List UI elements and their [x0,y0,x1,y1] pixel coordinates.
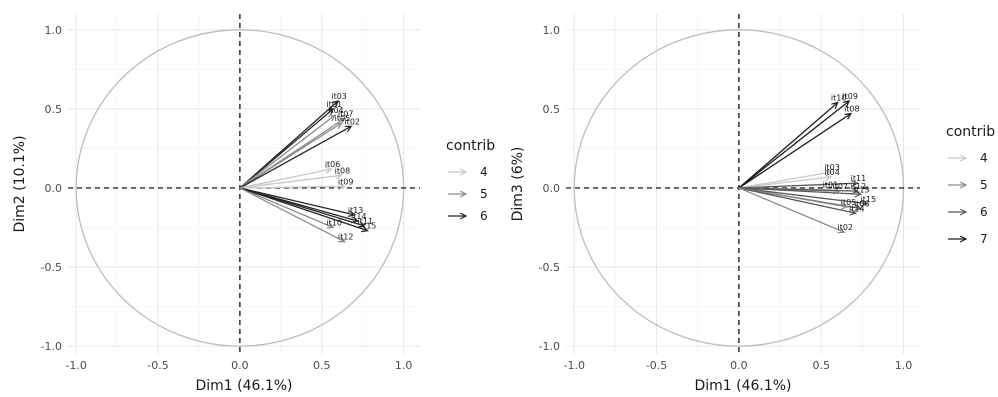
variable-label-it14: it14 [849,204,865,213]
variable-arrow-it02 [239,126,351,189]
legend-label-4: 4 [980,151,988,165]
variable-label-it04: it04 [328,106,344,115]
variable-label-it14: it14 [351,212,367,221]
y-tick-label: 0.0 [45,182,63,195]
variable-label-it12: it12 [338,233,354,242]
variable-arrow-it10 [239,187,333,228]
variable-arrow-it09 [738,101,849,189]
variable-label-it09: it09 [338,177,354,186]
variable-arrow-it13 [239,187,355,215]
variable-label-it06: it06 [325,160,341,169]
x-tick-label: 0.0 [231,359,249,372]
variable-label-it01: it01 [823,181,839,190]
variable-label-it07: it07 [833,182,849,191]
legend-label-4: 4 [480,165,488,179]
variable-label-it01: it01 [326,100,342,109]
panel-1: -1.0-1.0 -0.5 -0.5 0.0 0.0 0.5 0.5 1.0 1.0 Dim1 (… [12,14,495,394]
legend-title: contrib [946,124,995,140]
legend-label-5: 5 [980,178,988,192]
variable-label-it11: it11 [358,217,374,226]
variable-arrow-it05 [738,187,848,207]
variable-arrow-it08 [239,175,342,189]
y-axis-title: Dim3 (6%) [510,147,526,222]
variable-label-it13: it13 [348,206,364,215]
x-tick-label: 0.0 [730,359,748,372]
y-tick-label: 1.0 [543,24,561,37]
x-tick-label: -1.0 [65,359,86,372]
legend-label-7: 7 [980,232,988,246]
variable-label-it09: it09 [842,92,858,101]
variable-arrow-it08 [738,114,851,189]
y-tick-label: 1.0 [45,24,63,37]
variable-arrow-it15 [738,187,867,204]
y-tick-label: 0.5 [543,103,561,116]
legend-label-6: 6 [480,209,488,223]
variable-label-it10: it10 [831,94,847,103]
legend: contrib 4 5 6 7 [946,124,995,246]
variable-arrow-it01 [239,109,333,189]
panel-2: -1.0-1.0 -0.5 -0.5 0.0 0.0 0.5 0.5 1.0 1.0 Dim1 (… [510,14,995,394]
variable-arrows [738,101,867,232]
grid [566,14,920,354]
variable-arrow-it12 [239,187,345,242]
y-axis-title: Dim2 (10.1%) [12,135,28,232]
x-tick-label: -0.5 [147,359,168,372]
y-tick-label: -0.5 [41,261,62,274]
variable-label-it13: it13 [854,185,870,194]
variable-label-it12: it12 [851,182,867,191]
variable-label-it02: it02 [344,117,360,126]
variable-label-it05: it05 [335,114,351,123]
x-axis-title: Dim1 (46.1%) [195,378,292,394]
variable-label-it08: it08 [335,166,351,175]
variable-arrow-it14 [738,187,856,213]
variable-label-it03: it03 [331,92,347,101]
x-tick-label: -1.0 [563,359,584,372]
variable-arrow-it06 [239,169,332,189]
variable-arrow-it10 [738,103,838,189]
variable-arrows [239,101,368,242]
y-tick-label: -1.0 [41,340,62,353]
x-tick-label: -0.5 [646,359,667,372]
variable-label-it06: it06 [854,200,870,209]
variable-label-it08: it08 [844,105,860,114]
variable-label-it15: it15 [361,222,377,231]
variable-arrow-it13 [738,187,861,194]
variable-label-it02: it02 [837,223,853,232]
variable-label-it03: it03 [824,163,840,172]
variable-arrow-it03 [738,172,831,189]
variable-label-it05: it05 [841,198,857,207]
x-axis-title: Dim1 (46.1%) [694,378,791,394]
variable-label-it11: it11 [851,174,867,183]
y-tick-label: 0.5 [45,103,63,116]
x-tick-label: 1.0 [895,359,913,372]
legend-label-6: 6 [980,205,988,219]
variable-arrow-it04 [738,177,831,189]
legend-title: contrib [446,138,495,154]
variable-label-it10: it10 [326,218,342,227]
y-tick-label: 0.0 [543,182,561,195]
variable-arrow-it15 [239,187,368,231]
legend-label-5: 5 [480,187,488,201]
y-tick-label: -0.5 [539,261,560,274]
variable-arrow-it02 [738,187,844,232]
variable-label-it04: it04 [824,168,840,177]
variable-arrow-it04 [239,115,335,189]
variable-label-it15: it15 [861,195,877,204]
variable-label-it07: it07 [338,109,354,118]
variable-arrow-it09 [239,186,345,188]
x-tick-label: 1.0 [395,359,413,372]
variable-arrow-it05 [239,123,342,189]
legend: contrib 4 5 6 [446,138,495,223]
variable-arrow-it11 [738,183,858,189]
y-tick-label: -1.0 [539,340,560,353]
x-tick-label: 0.5 [812,359,830,372]
x-tick-label: 0.5 [313,359,331,372]
